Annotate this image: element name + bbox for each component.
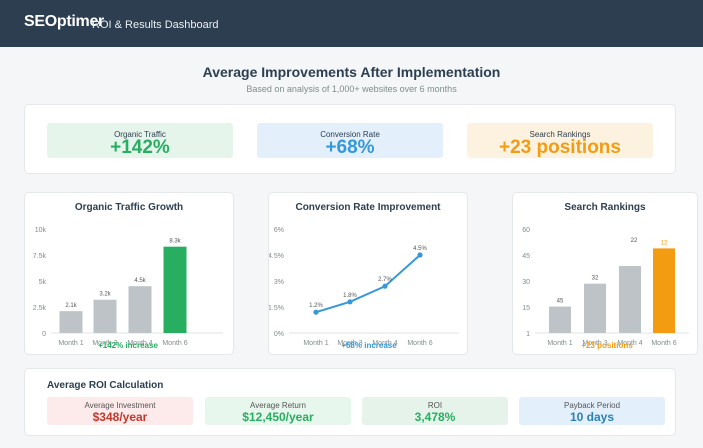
x-tick-label: Month 4 xyxy=(127,340,152,347)
kpi-label: Search Rankings xyxy=(529,130,591,139)
data-label: 1.8% xyxy=(343,293,357,299)
kpi-panel: Organic Traffic +142% Conversion Rate +6… xyxy=(24,104,676,174)
y-tick-label: 1.5% xyxy=(269,305,284,312)
bar xyxy=(163,246,187,333)
kpi-value: +23 positions xyxy=(499,137,621,158)
bar xyxy=(93,299,117,333)
data-label: 3.2k xyxy=(99,292,111,298)
x-tick-label: Month 6 xyxy=(651,340,676,347)
roi-percentage: ROI 3,478% xyxy=(362,397,508,425)
conversion-rate-chart: Conversion Rate Improvement 0% 1.5% 3% 4.5%… xyxy=(268,192,468,355)
kpi-label: Conversion Rate xyxy=(320,130,380,139)
data-label: 2.1k xyxy=(65,303,77,309)
growth-annotation: +23 positions xyxy=(581,341,633,350)
y-tick-label: 15 xyxy=(522,305,530,312)
x-tick-label: Month 6 xyxy=(407,340,432,347)
kpi-value: +68% xyxy=(325,137,375,158)
roi-title: Average ROI Calculation xyxy=(47,380,164,391)
data-label: 22 xyxy=(631,238,638,244)
x-tick-label: Month 1 xyxy=(303,340,328,347)
roi-label: Payback Period xyxy=(563,401,621,410)
x-tick-label: Month 1 xyxy=(547,340,572,347)
search-rankings-chart: Search Rankings 1 15 30 45 60 45 Month 1 32 Mont… xyxy=(512,192,698,355)
data-point xyxy=(417,252,423,258)
x-tick-label: Month 1 xyxy=(58,340,83,347)
top-bar: SEOptimer ROI & Results Dashboard xyxy=(0,0,703,47)
roi-value: $348/year xyxy=(92,410,148,424)
chart-title: Search Rankings xyxy=(564,202,646,213)
kpi-search-rankings: Search Rankings +23 positions xyxy=(467,123,653,158)
bar xyxy=(653,248,675,333)
bar xyxy=(128,286,152,333)
roi-average-investment: Average Investment $348/year xyxy=(47,397,193,425)
y-tick-label: 30 xyxy=(522,279,530,286)
y-tick-label: 45 xyxy=(522,253,530,260)
bar xyxy=(619,266,641,333)
data-label: 4.5% xyxy=(413,246,427,252)
chart-title: Conversion Rate Improvement xyxy=(295,202,441,213)
y-tick-label: 3% xyxy=(274,279,284,286)
x-tick-label: Month 4 xyxy=(617,340,642,347)
series-line xyxy=(315,254,421,314)
data-label: 2.7% xyxy=(378,277,392,283)
x-tick-label: Month 3 xyxy=(337,340,362,347)
x-tick-label: Month 3 xyxy=(582,340,607,347)
bar xyxy=(549,306,571,333)
y-tick-label: 10k xyxy=(35,227,47,234)
roi-label: ROI xyxy=(427,401,443,410)
y-tick-label: 5k xyxy=(39,279,47,286)
kpi-organic-traffic: Organic Traffic +142% xyxy=(47,123,233,158)
kpi-conversion-rate: Conversion Rate +68% xyxy=(257,123,443,158)
brand-logo[interactable]: SEOptimer xyxy=(24,13,104,30)
roi-label: Average Investment xyxy=(84,401,156,410)
x-tick-label: Month 3 xyxy=(92,340,117,347)
search-rankings-plot: 1 15 30 45 60 45 Month 1 32 Month 3 22 Month 4 12 Mo… xyxy=(522,227,689,350)
kpi-label: Organic Traffic xyxy=(114,130,166,139)
growth-annotation: +68% increase xyxy=(341,341,397,350)
data-label: 32 xyxy=(592,276,599,282)
organic-traffic-chart: Organic Traffic Growth 0 2.5k 5k 7.5k 10k 2.1… xyxy=(24,192,234,355)
y-tick-label: 7.5k xyxy=(33,253,47,260)
data-label: 8.3k xyxy=(169,239,181,245)
data-label: 12 xyxy=(661,240,668,246)
data-point xyxy=(347,299,353,305)
y-tick-label: 2.5k xyxy=(33,305,47,312)
x-tick-label: Month 4 xyxy=(372,340,397,347)
y-tick-label: 60 xyxy=(522,227,530,234)
data-point xyxy=(313,309,319,315)
chart-title: Organic Traffic Growth xyxy=(74,202,184,213)
y-tick-label: 1 xyxy=(526,331,530,338)
y-tick-label: 0% xyxy=(274,331,284,338)
dashboard-title: ROI & Results Dashboard xyxy=(92,19,219,31)
data-label: 1.2% xyxy=(309,303,323,309)
y-tick-label: 4.5% xyxy=(269,253,284,260)
y-tick-label: 0 xyxy=(42,331,46,338)
data-label: 45 xyxy=(557,299,564,305)
organic-traffic-plot: 0 2.5k 5k 7.5k 10k 2.1k Month 1 3.2k Month 3 4.5k… xyxy=(33,227,223,350)
y-tick-label: 6% xyxy=(274,227,284,234)
roi-value: 10 days xyxy=(569,410,615,424)
roi-value: 3,478% xyxy=(414,410,456,424)
roi-label: Average Return xyxy=(250,401,306,410)
bar xyxy=(584,283,606,333)
roi-value: $12,450/year xyxy=(242,410,314,424)
kpi-value: +142% xyxy=(110,137,170,158)
roi-payback-period: Payback Period 10 days xyxy=(519,397,665,425)
growth-annotation: +142% increase xyxy=(98,341,158,350)
x-tick-label: Month 6 xyxy=(162,340,187,347)
conversion-rate-plot: 0% 1.5% 3% 4.5% 6% 1.2% Month 1 1.8% Month 3 2.7%… xyxy=(269,227,459,350)
roi-average-return: Average Return $12,450/year xyxy=(205,397,351,425)
data-label: 4.5k xyxy=(134,278,146,284)
roi-panel: Average ROI Calculation Average Investme… xyxy=(24,368,676,436)
bar xyxy=(59,311,83,333)
page-title: Average Improvements After Implementatio… xyxy=(202,64,501,80)
data-point xyxy=(382,283,388,289)
page-subtitle: Based on analysis of 1,000+ websites ove… xyxy=(246,84,457,94)
